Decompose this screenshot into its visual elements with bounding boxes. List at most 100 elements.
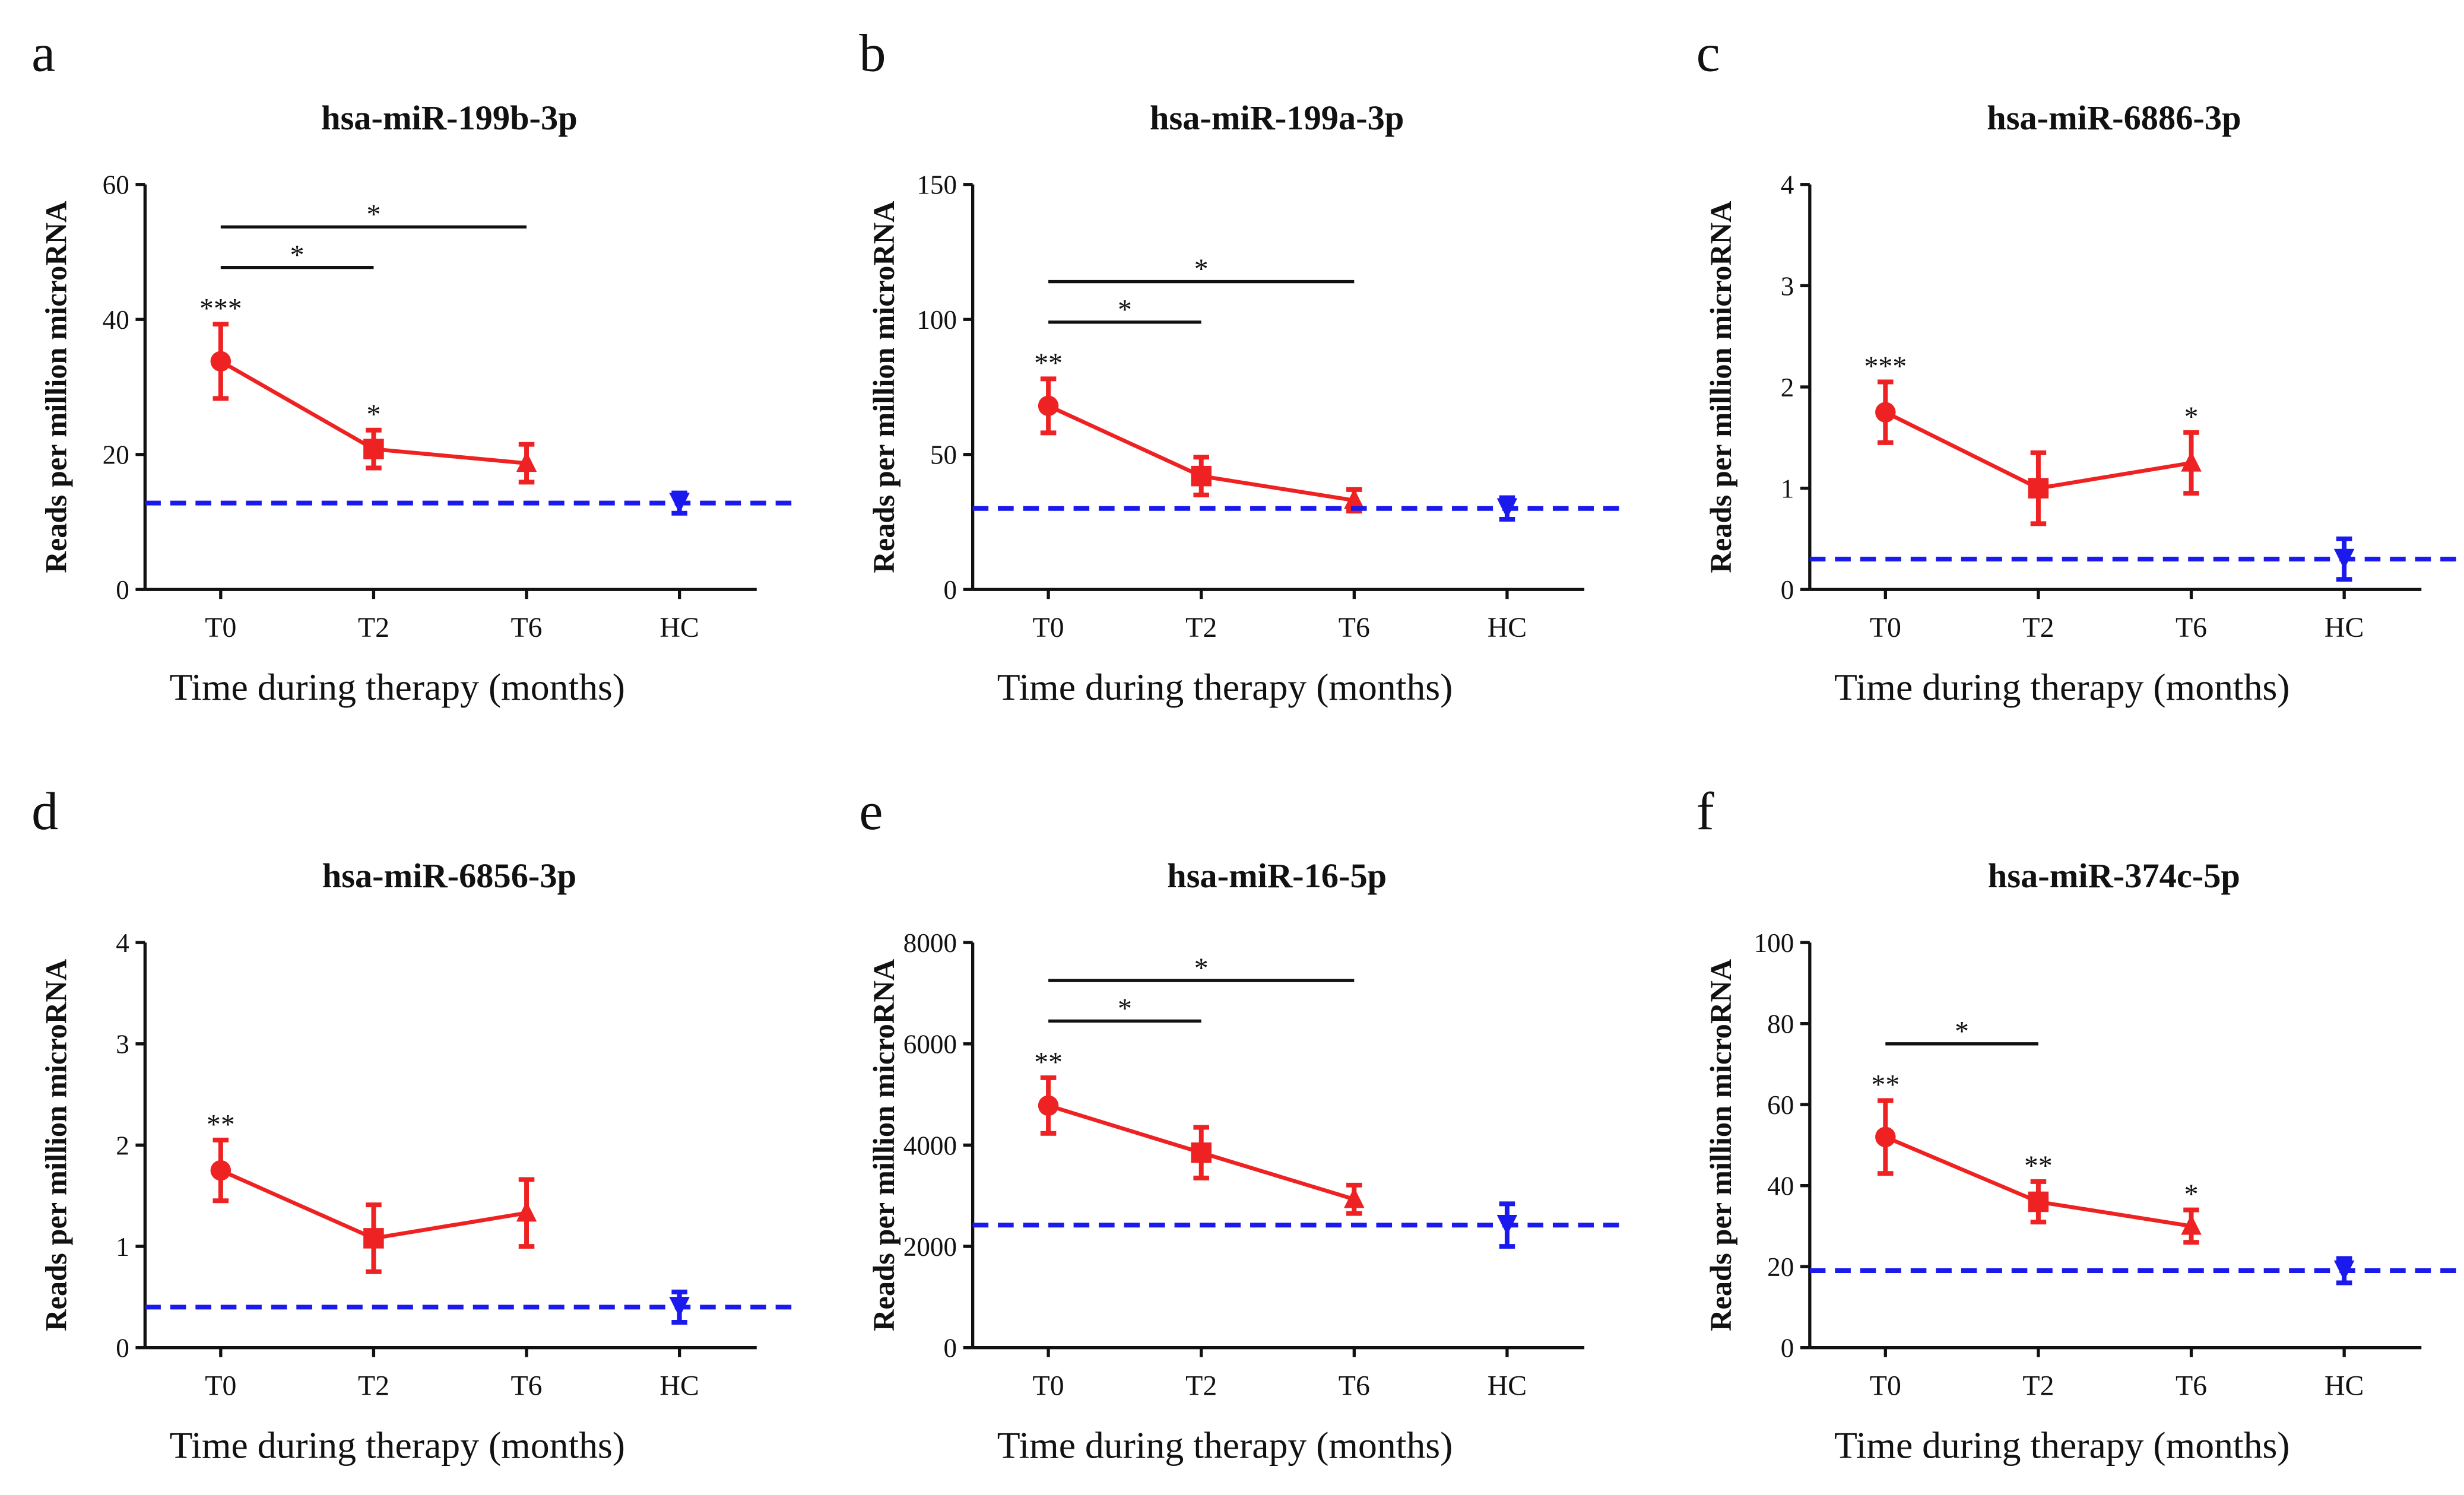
x-tick-label: T6 <box>510 1370 542 1401</box>
x-tick-label: HC <box>659 612 699 643</box>
marker <box>1191 465 1212 487</box>
panel-letter: c <box>1696 24 1720 83</box>
y-tick-label: 4 <box>116 928 129 958</box>
marker <box>669 493 690 513</box>
y-tick-label: 80 <box>1767 1010 1794 1039</box>
x-tick-label: T0 <box>1870 1370 1901 1401</box>
y-tick-label: 8000 <box>903 928 957 958</box>
y-axis-label: Reads per million microRNA <box>867 201 900 573</box>
x-tick-label: T0 <box>1870 612 1901 643</box>
y-tick-label: 40 <box>1767 1172 1794 1201</box>
panel-letter: b <box>859 24 886 83</box>
x-axis-label: Time during therapy (months) <box>1834 666 2290 708</box>
panel: b hsa-miR-199a-3p Reads per million microR… <box>859 24 1629 708</box>
marker <box>2333 1260 2355 1281</box>
significance-label: * <box>2184 401 2199 433</box>
y-tick-label: 150 <box>917 170 957 200</box>
y-axis-label: Reads per million microRNA <box>1704 201 1737 573</box>
panel-letter: a <box>31 24 55 83</box>
x-tick-label: T2 <box>1185 612 1217 643</box>
significance-label: * <box>2184 1179 2199 1210</box>
marker <box>1496 1214 1518 1236</box>
panel-letter: d <box>31 782 58 841</box>
y-tick-label: 0 <box>116 575 129 605</box>
x-tick-label: T6 <box>2176 612 2207 643</box>
marker <box>2333 548 2355 570</box>
y-tick-label: 60 <box>103 170 129 200</box>
marker <box>2181 1214 2202 1235</box>
x-tick-label: HC <box>2325 612 2364 643</box>
x-tick-label: T6 <box>2176 1370 2207 1401</box>
y-axis-label: Reads per million microRNA <box>1704 958 1737 1331</box>
significance-label: ** <box>1871 1069 1899 1101</box>
panel: a hsa-miR-199b-3p Reads per million microR… <box>31 24 801 708</box>
y-tick-label: 100 <box>1754 928 1794 958</box>
x-tick-label: T2 <box>2022 612 2054 643</box>
marker <box>1038 1095 1059 1116</box>
x-tick-label: T0 <box>205 612 236 643</box>
y-tick-label: 0 <box>944 575 957 605</box>
marker <box>1496 498 1518 519</box>
panel: d hsa-miR-6856-3p Reads per million microR… <box>31 782 801 1467</box>
bracket-label: * <box>1955 1015 1969 1047</box>
x-tick-label: T2 <box>358 1370 389 1401</box>
marker <box>2028 478 2049 499</box>
panel-letter: f <box>1696 782 1715 841</box>
marker <box>2028 1191 2049 1212</box>
panel-title: hsa-miR-374c-5p <box>1988 856 2240 895</box>
marker <box>1875 1126 1896 1148</box>
bracket-label: * <box>290 239 305 271</box>
x-axis-label: Time during therapy (months) <box>170 666 626 708</box>
panel-letter: e <box>859 782 883 841</box>
x-tick-label: HC <box>659 1370 699 1401</box>
marker <box>1875 402 1896 423</box>
bracket-label: * <box>1194 953 1209 984</box>
x-tick-label: T2 <box>358 612 389 643</box>
y-tick-label: 0 <box>944 1334 957 1363</box>
marker <box>516 1201 537 1222</box>
marker <box>210 351 232 372</box>
bracket-label: * <box>1194 253 1209 285</box>
x-tick-label: T6 <box>1339 612 1370 643</box>
y-tick-label: 2 <box>116 1131 129 1160</box>
panel-title: hsa-miR-199a-3p <box>1150 99 1404 137</box>
x-tick-label: HC <box>1488 612 1527 643</box>
x-tick-label: T6 <box>1339 1370 1370 1401</box>
bracket-label: * <box>366 199 380 230</box>
marker <box>1344 1187 1365 1208</box>
significance-label: ** <box>207 1109 235 1140</box>
marker <box>516 451 537 472</box>
y-tick-label: 4000 <box>903 1131 957 1160</box>
x-tick-label: T0 <box>1033 1370 1064 1401</box>
y-tick-label: 3 <box>116 1030 129 1059</box>
x-tick-label: T2 <box>2022 1370 2054 1401</box>
x-axis-label: Time during therapy (months) <box>997 666 1453 708</box>
y-tick-label: 2 <box>1781 373 1794 402</box>
marker <box>2181 451 2202 472</box>
x-tick-label: T0 <box>205 1370 236 1401</box>
y-tick-label: 0 <box>1781 1334 1794 1363</box>
panel: e hsa-miR-16-5p Reads per million microRNA… <box>859 782 1629 1467</box>
marker <box>1344 488 1365 509</box>
y-tick-label: 50 <box>930 440 957 470</box>
marker <box>1038 395 1059 417</box>
marker <box>210 1160 232 1181</box>
y-tick-label: 20 <box>1767 1252 1794 1282</box>
x-tick-label: T6 <box>510 612 542 643</box>
marker <box>1191 1142 1212 1163</box>
panel-title: hsa-miR-6856-3p <box>322 856 576 895</box>
y-tick-label: 60 <box>1767 1090 1794 1120</box>
y-tick-label: 40 <box>103 305 129 335</box>
marker <box>363 1228 384 1249</box>
panel-title: hsa-miR-16-5p <box>1167 856 1387 895</box>
significance-label: *** <box>199 293 242 325</box>
panel-title: hsa-miR-6886-3p <box>1987 99 2241 137</box>
x-axis-label: Time during therapy (months) <box>170 1424 626 1467</box>
panel: c hsa-miR-6886-3p Reads per million microR… <box>1696 24 2464 708</box>
significance-label: * <box>366 399 380 430</box>
marker <box>363 439 384 459</box>
y-tick-label: 0 <box>1781 575 1794 605</box>
panel: f hsa-miR-374c-5p Reads per million microR… <box>1696 782 2464 1467</box>
y-tick-label: 6000 <box>903 1030 957 1059</box>
x-tick-label: HC <box>1488 1370 1527 1401</box>
